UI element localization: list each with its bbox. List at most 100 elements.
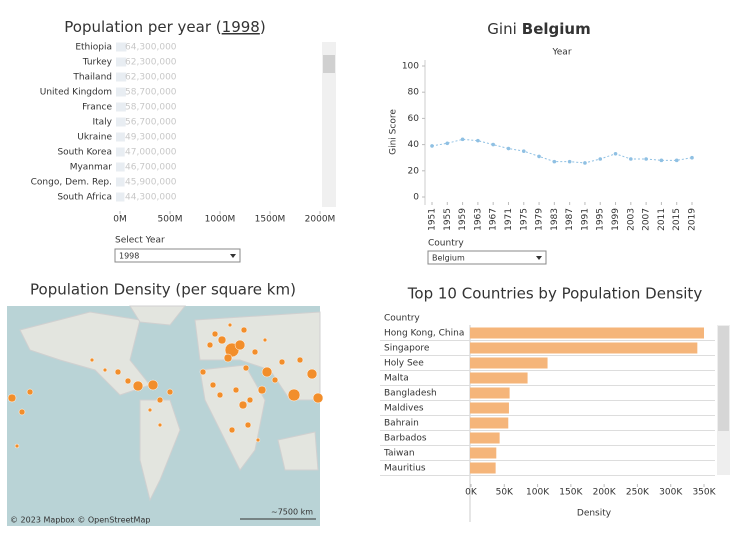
map-dot — [306, 368, 318, 380]
title-year[interactable]: 1998 — [222, 18, 260, 36]
bar — [116, 162, 125, 172]
category-label: South Korea — [57, 148, 112, 158]
x-tick-label: 350K — [692, 488, 716, 498]
y-tick-label: 0 — [413, 193, 419, 203]
country-dropdown[interactable] — [427, 250, 547, 265]
point — [583, 161, 587, 165]
category-label: Mauritius — [384, 464, 426, 474]
x-tick-label: 150K — [559, 488, 583, 498]
title-country: Belgium — [522, 20, 591, 38]
map-dot — [26, 388, 34, 396]
chart-title: Gini Belgium — [487, 20, 590, 38]
x-tick-label: 1971 — [504, 208, 514, 231]
map-dot — [257, 385, 267, 395]
category-label: Bangladesh — [384, 389, 437, 399]
map-dot — [262, 337, 268, 343]
map-dot — [232, 386, 240, 394]
bar — [116, 57, 127, 67]
map-dot — [255, 437, 261, 443]
chart-title: Population per year (1998) — [64, 18, 265, 36]
map-dot — [211, 330, 219, 338]
bar — [470, 372, 528, 384]
year-dropdown[interactable] — [114, 248, 241, 263]
bar — [470, 342, 698, 354]
chart-title: Top 10 Countries by Population Density — [407, 285, 703, 303]
dropdown-value: 1998 — [119, 252, 139, 261]
x-tick-label: 1979 — [535, 208, 545, 231]
map-dot — [217, 335, 227, 345]
point — [445, 141, 450, 146]
x-tick-label: 300K — [659, 488, 683, 498]
category-label: Turkey — [82, 58, 113, 68]
x-axis-label: Year — [551, 48, 571, 58]
point — [674, 158, 679, 163]
scroll-thumb[interactable] — [718, 326, 729, 431]
value-label: 44,300,000 — [125, 193, 177, 203]
bar — [470, 327, 704, 339]
x-tick-label: 1987 — [565, 208, 575, 231]
map[interactable]: © 2023 Mapbox © OpenStreetMap ~7500 km — [7, 305, 324, 526]
column-header: Country — [384, 314, 420, 324]
category-label: Thailand — [72, 73, 112, 83]
category-label: South Africa — [57, 193, 112, 203]
map-dot — [206, 341, 214, 349]
map-dot — [124, 377, 132, 385]
land — [277, 431, 319, 471]
map-dot — [296, 356, 304, 364]
title-part: ) — [260, 18, 266, 36]
land — [194, 311, 321, 401]
bar — [116, 72, 127, 82]
title-part: Gini — [487, 20, 516, 38]
point — [521, 149, 526, 153]
dropdown-arrow — [230, 254, 236, 258]
value-label: 49,300,000 — [125, 133, 177, 143]
map-dot — [287, 388, 301, 402]
map-dot — [89, 357, 95, 363]
x-tick-label: 2003 — [626, 208, 636, 231]
bar — [470, 447, 497, 459]
x-tick-label: 1963 — [473, 208, 483, 231]
bar — [116, 42, 127, 52]
scrollbar[interactable] — [322, 42, 336, 207]
point — [537, 154, 541, 159]
x-tick-label: 1975 — [519, 208, 529, 231]
map-dot — [156, 396, 164, 404]
category-label: Singapore — [384, 344, 430, 354]
category-label: Barbados — [384, 434, 427, 444]
map-dot — [246, 396, 254, 404]
x-tick-label: 1000M — [205, 215, 236, 225]
map-dot — [114, 368, 122, 376]
x-tick-label: 1959 — [458, 208, 468, 231]
point — [552, 159, 557, 164]
x-tick-label: 1983 — [550, 208, 560, 231]
map-dot — [132, 380, 144, 392]
point — [629, 157, 633, 161]
category-label: Ukraine — [77, 133, 112, 143]
map-dot — [216, 391, 224, 399]
value-label: 45,900,000 — [125, 178, 177, 188]
map-dot — [147, 379, 159, 391]
value-label: 62,300,000 — [125, 73, 177, 83]
bar — [470, 387, 510, 399]
bar — [116, 87, 126, 97]
x-tick-label: 1999 — [611, 208, 621, 231]
value-label: 64,300,000 — [125, 43, 177, 53]
x-tick-label: 2007 — [642, 208, 652, 231]
category-label: Hong Kong, China — [384, 329, 464, 339]
bar — [116, 117, 126, 127]
category-label: Congo, Dem. Rep. — [31, 178, 112, 188]
category-label: Ethiopia — [75, 43, 112, 53]
map-dot — [199, 368, 207, 376]
bar — [116, 132, 125, 142]
gini-line — [431, 138, 693, 164]
map-dot — [18, 408, 26, 416]
scroll-thumb[interactable] — [323, 55, 335, 73]
category-label: United Kingdom — [40, 88, 112, 98]
y-tick-label: 20 — [408, 166, 420, 176]
value-label: 46,700,000 — [125, 163, 177, 173]
scale-label: ~7500 km — [271, 508, 313, 517]
x-tick-label: 1951 — [428, 208, 438, 231]
category-label: France — [82, 103, 112, 113]
x-tick-label: 100K — [526, 488, 550, 498]
